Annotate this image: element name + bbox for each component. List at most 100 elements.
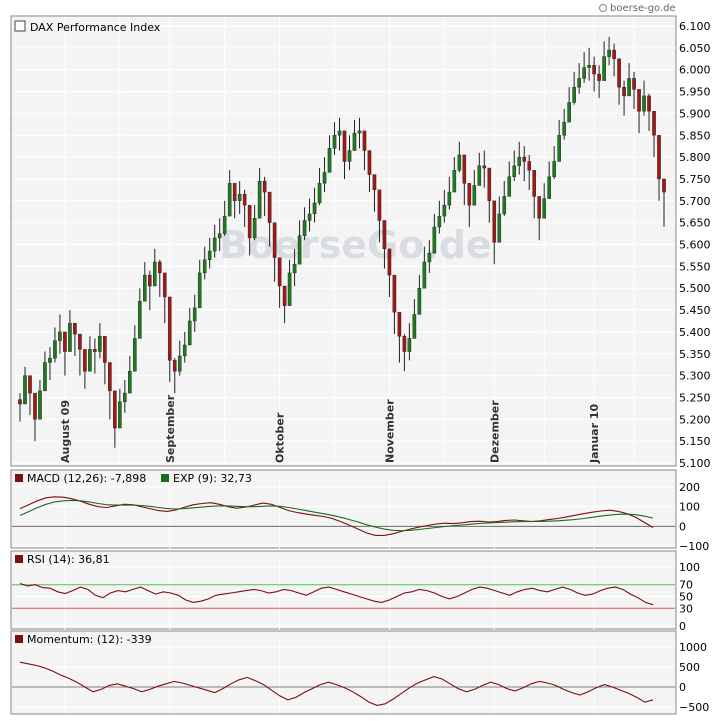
- candle-body: [537, 196, 541, 219]
- candle: [502, 181, 507, 217]
- candle: [297, 220, 302, 265]
- candle: [647, 93, 651, 131]
- candle: [162, 272, 167, 324]
- candle-body: [292, 263, 297, 274]
- indicator-tick-label: 100: [679, 501, 700, 514]
- candle-body: [143, 274, 147, 302]
- candle-body: [332, 135, 337, 149]
- candle: [262, 176, 267, 217]
- candle-body: [93, 349, 97, 352]
- candle: [167, 296, 172, 383]
- candle: [377, 189, 382, 243]
- candle: [397, 312, 402, 363]
- series-line-0: [19, 496, 654, 536]
- candle: [482, 150, 487, 188]
- candle-body: [617, 58, 621, 88]
- candle-body: [562, 121, 566, 136]
- candle-body: [602, 56, 606, 81]
- candle-body: [492, 200, 497, 243]
- candle-body: [58, 331, 62, 341]
- candle: [267, 191, 272, 247]
- candle: [517, 141, 522, 175]
- candle-body: [23, 375, 27, 405]
- candle-body: [347, 150, 352, 162]
- candle-body: [302, 220, 307, 236]
- price-tick-label: 5.150: [679, 435, 711, 448]
- macd-grid: [12, 479, 675, 552]
- rsi-lines: [19, 582, 654, 606]
- candle-body: [382, 220, 387, 250]
- candle: [172, 358, 177, 394]
- candle-body: [582, 67, 586, 79]
- candle: [187, 307, 192, 346]
- candle-body: [422, 261, 427, 289]
- price-axis: 6.100 6.050 6.000 5.950 5.900 5.850 5.800 5.750…: [679, 20, 711, 470]
- indicator-tick-label: −500: [679, 701, 709, 714]
- candle-body: [98, 336, 102, 352]
- momentum-legend-label: Momentum: (12): -339: [27, 633, 152, 646]
- candle-body: [647, 95, 651, 112]
- candle: [657, 135, 661, 201]
- candle-body: [397, 312, 402, 337]
- candle: [212, 224, 217, 258]
- price-tick-label: 6.050: [679, 42, 711, 55]
- candle-body: [147, 274, 152, 287]
- candle: [527, 154, 532, 190]
- indicator-tick-label: 0: [679, 620, 686, 633]
- candle: [417, 275, 422, 315]
- candle-body: [63, 331, 67, 352]
- candle: [352, 119, 357, 151]
- candle-body: [317, 183, 322, 204]
- candle: [362, 130, 367, 171]
- candle-body: [522, 156, 527, 162]
- candle-body: [187, 320, 192, 346]
- candle: [48, 347, 52, 380]
- candle: [78, 333, 82, 376]
- candle: [367, 150, 372, 193]
- momentum-panel-frame: [10, 630, 677, 715]
- month-labels: August 09 September Oktober November Dezembe…: [59, 394, 601, 464]
- candle-body: [247, 204, 252, 239]
- brand-label: boerse-go.de: [610, 3, 676, 14]
- candle: [23, 366, 27, 405]
- candle-body: [307, 213, 312, 221]
- momentum-legend: Momentum: (12): -339: [15, 633, 152, 646]
- candle: [347, 135, 352, 171]
- candle-body: [557, 135, 561, 162]
- rsi-panel-frame: [10, 550, 677, 630]
- candle-body: [542, 198, 546, 219]
- candle-body: [167, 296, 172, 361]
- series-line-0: [19, 661, 654, 706]
- candle: [387, 248, 392, 297]
- candle: [532, 170, 537, 219]
- candle: [382, 220, 387, 269]
- candle-body: [532, 170, 537, 197]
- price-tick-label: 5.700: [679, 195, 711, 208]
- candle-body: [297, 235, 302, 265]
- price-tick-label: 5.100: [679, 457, 711, 470]
- price-tick-label: 5.850: [679, 129, 711, 142]
- candle-body: [627, 78, 631, 97]
- candle: [327, 135, 332, 173]
- candle: [108, 362, 112, 420]
- macd-axis: 200 100 0 −100: [679, 481, 709, 553]
- candle-body: [612, 49, 616, 59]
- month-label: Januar 10: [588, 403, 601, 464]
- candle: [43, 351, 47, 392]
- price-tick-label: 5.350: [679, 348, 711, 361]
- candle-body: [212, 237, 217, 252]
- candle-body: [272, 222, 277, 258]
- candle-body: [68, 322, 72, 352]
- candle: [492, 200, 497, 265]
- month-label: November: [383, 399, 396, 463]
- candle: [462, 154, 467, 206]
- candle: [562, 109, 566, 140]
- candle: [282, 285, 287, 324]
- candle: [302, 207, 307, 241]
- candle: [287, 259, 292, 306]
- candle: [38, 379, 42, 420]
- candle-body: [287, 272, 292, 306]
- indicator-tick-label: 500: [679, 661, 700, 674]
- candle: [118, 388, 122, 429]
